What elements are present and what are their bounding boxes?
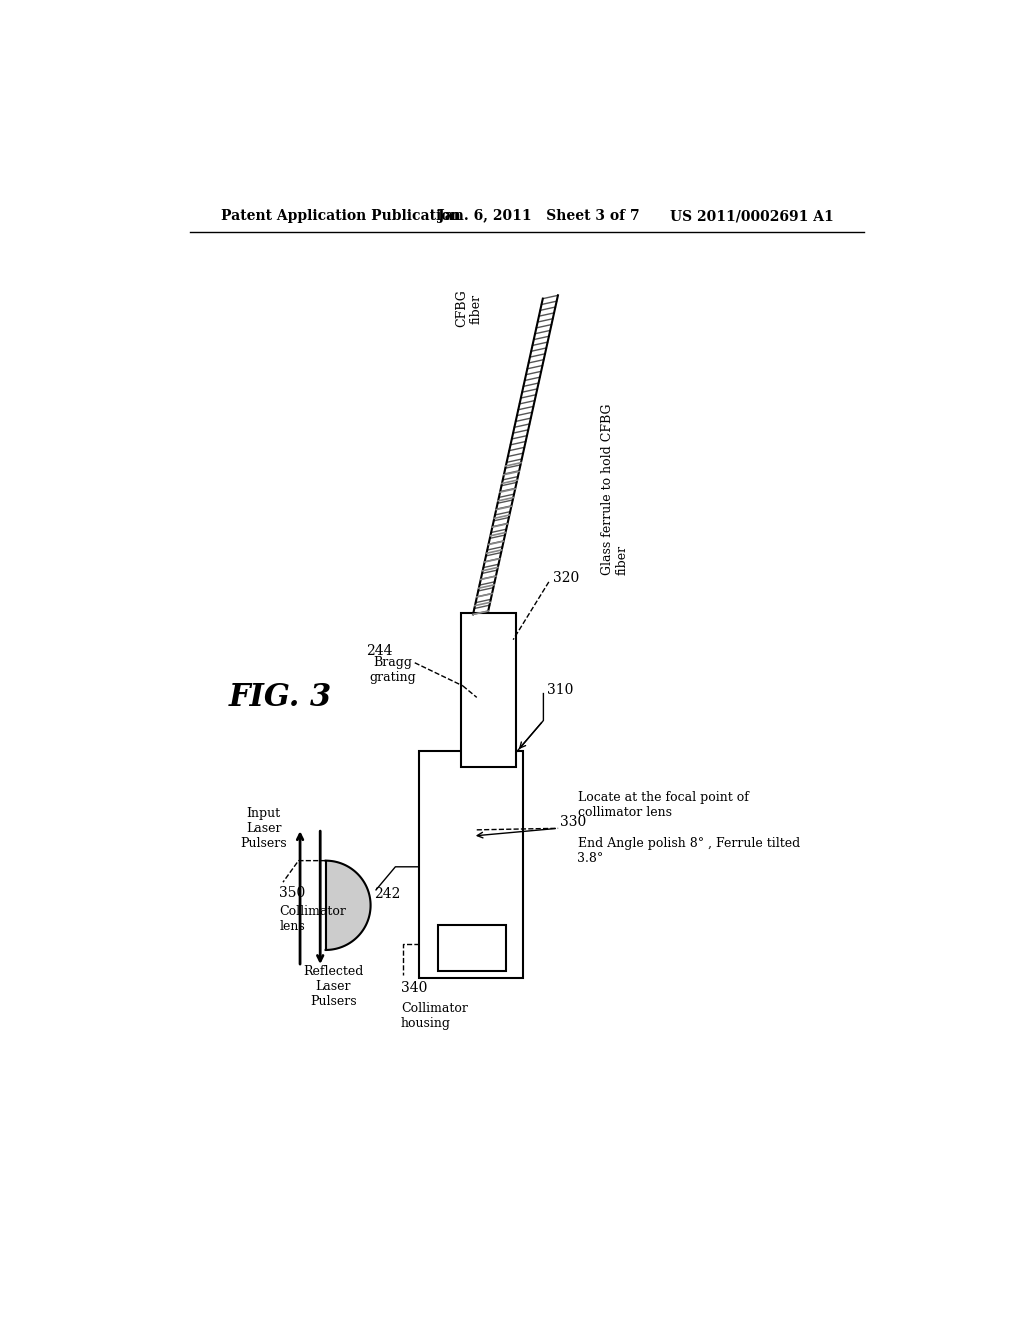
Text: CFBG
fiber: CFBG fiber [455, 289, 483, 327]
Text: 310: 310 [547, 682, 572, 697]
Text: Patent Application Publication: Patent Application Publication [221, 209, 461, 223]
Text: Glass ferrule to hold CFBG
fiber: Glass ferrule to hold CFBG fiber [601, 404, 629, 576]
Text: 350: 350 [280, 886, 305, 900]
Bar [438, 924, 506, 970]
Text: Jan. 6, 2011   Sheet 3 of 7: Jan. 6, 2011 Sheet 3 of 7 [438, 209, 640, 223]
Text: Reflected
Laser
Pulsers: Reflected Laser Pulsers [303, 965, 364, 1007]
Text: FIG. 3: FIG. 3 [228, 682, 332, 713]
Text: End Angle polish 8° , Ferrule tilted
3.8°: End Angle polish 8° , Ferrule tilted 3.8… [578, 837, 800, 866]
Text: 320: 320 [553, 572, 579, 585]
Text: Input
Laser
Pulsers: Input Laser Pulsers [241, 807, 287, 850]
Bar [461, 612, 515, 767]
Text: 340: 340 [400, 981, 427, 995]
Text: 244: 244 [367, 644, 393, 659]
Polygon shape [326, 861, 371, 950]
Text: Bragg
grating: Bragg grating [370, 656, 417, 685]
Bar [419, 751, 523, 978]
Text: Collimator
lens: Collimator lens [280, 906, 346, 933]
Text: Collimator
housing: Collimator housing [400, 1002, 468, 1030]
Text: US 2011/0002691 A1: US 2011/0002691 A1 [671, 209, 835, 223]
Text: 330: 330 [560, 816, 587, 829]
Text: Locate at the focal point of
collimator lens: Locate at the focal point of collimator … [578, 791, 749, 820]
Text: 242: 242 [374, 887, 400, 900]
